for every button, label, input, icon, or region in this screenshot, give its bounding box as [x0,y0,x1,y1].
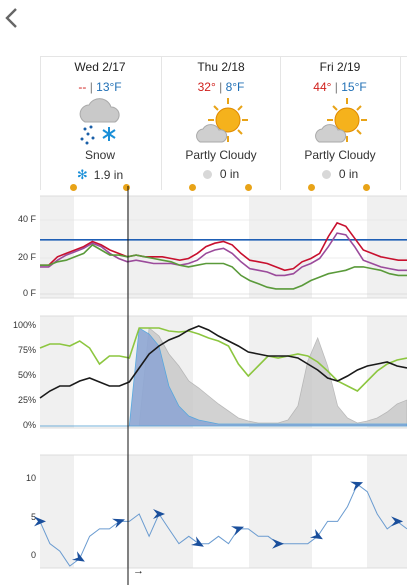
condition-label: Partly Cloudy [304,148,376,162]
night-band [367,196,407,298]
high-temp: -- [78,80,87,94]
night-band [367,455,407,568]
wind-direction-arrow [71,551,85,562]
wind-direction-arrow [191,536,204,547]
precip-humidity-chart [39,325,407,427]
raindrop-icon [321,170,331,179]
snow-cloud-icon [79,98,120,145]
precip-row: 0 in [162,167,280,181]
day-temps: 32° | 8°F [197,80,245,94]
low-temp: 15°F [341,80,367,94]
humidity-line-0 [39,327,407,392]
wind-direction-arrow [272,538,285,549]
wind-direction-arrow [350,481,364,492]
sunset-marker [363,184,370,191]
partly-cloudy-icon [196,98,248,143]
wind-direction-arrow [153,509,166,519]
wind-direction-arrow [231,526,245,536]
high-temp: 32° [197,80,216,94]
temp-tick-label: 0 F [22,288,36,298]
night-band [40,316,74,428]
precip-amount: 1.9 in [93,168,124,182]
wind-direction-arrow [34,516,46,527]
temp-tick-label: 40 F [17,214,36,224]
precip-amount: 0 in [219,167,240,181]
wind-direction-arrow [391,516,404,527]
night-band [127,455,193,568]
sunset-marker [123,184,130,191]
snowflake-icon: ✻ [76,167,88,182]
temp-series-line-0 [40,221,407,272]
temp-series-line-1 [40,232,407,277]
day-card-fri[interactable]: Fri 2/19 44° | 15°F Partly Cloudy 0 in [281,56,399,190]
night-band [40,196,74,298]
sunrise-marker [70,184,77,191]
previous-day-button[interactable] [0,0,22,36]
temperature-chart [40,221,407,290]
day-card-wed[interactable]: Wed 2/17 -- | 13°F Snow ✻ 1.9 in [41,56,159,190]
condition-label: Partly Cloudy [185,148,257,162]
percent-tick-label: 0% [22,420,36,430]
wind-tick-label: 10 [25,473,36,483]
partly-cloudy-icon [315,98,367,143]
temp-series-line-2 [40,243,407,290]
night-band [40,455,74,568]
sunrise-marker [308,184,315,191]
raindrop-icon [202,170,212,179]
humidity-line-1 [39,325,407,399]
percent-tick-label: 50% [17,370,36,380]
wind-direction-arrow [112,518,125,529]
low-temp: 8°F [225,80,245,94]
wind-tick-label: 5 [30,512,36,522]
percent-tick-label: 75% [17,345,36,355]
wind-tick-label: 0 [30,550,36,560]
precip-amount: 0 in [338,167,359,181]
low-temp: 13°F [96,80,122,94]
condition-label: Snow [84,148,116,162]
sunrise-marker [189,184,196,191]
day-name: Wed 2/17 [74,60,126,74]
precip-area-1 [40,327,407,427]
day-card-thu[interactable]: Thu 2/18 32° | 8°F Partly Cloudy 0 in [162,56,280,190]
night-band [249,455,312,568]
wind-chart [34,481,407,567]
day-name: Thu 2/18 [197,60,245,74]
sunset-marker [245,184,252,191]
wind-speed-line [39,483,407,567]
day-name: Fri 2/19 [319,60,361,74]
precip-row: 0 in [281,167,399,181]
percent-tick-label: 25% [17,395,36,405]
night-band [249,196,312,298]
day-temps: 44° | 15°F [313,80,367,94]
precip-row: ✻ 1.9 in [41,167,159,183]
percent-tick-label: 100% [12,320,36,330]
high-temp: 44° [313,80,332,94]
wind-direction-arrow [310,528,323,540]
right-arrow-icon: → [133,565,144,577]
night-band [127,196,193,298]
chevron-left-icon [5,8,17,28]
temp-tick-label: 20 F [17,252,36,262]
day-temps: -- | 13°F [78,80,122,94]
